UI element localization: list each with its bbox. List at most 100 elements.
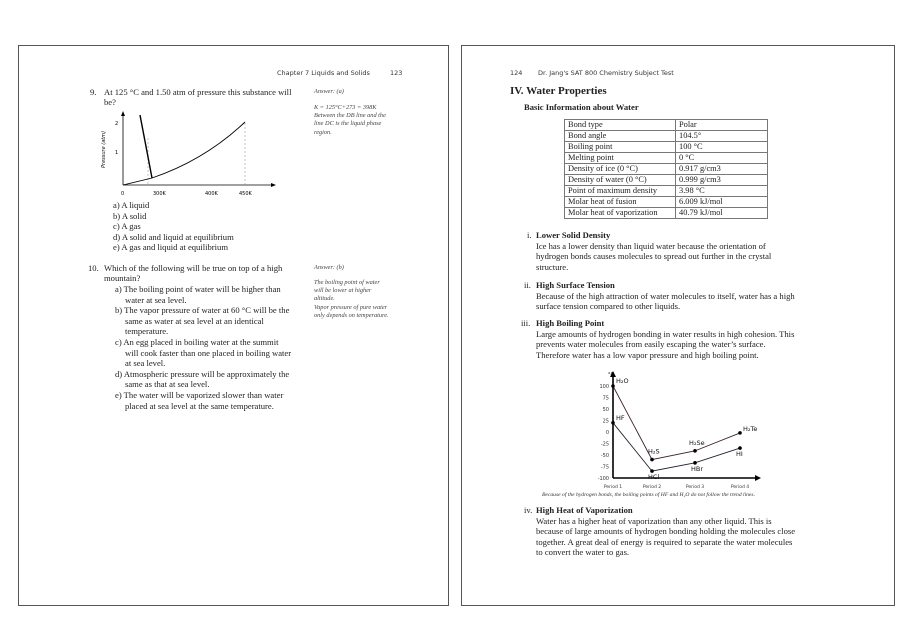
y-axis-label: °C: [608, 372, 615, 378]
table-row: Density of water (0 °C) 0.999 g/cm3: [564, 174, 768, 186]
y-tick-label: 25: [603, 419, 609, 425]
property-name: Density of ice (0 °C): [564, 163, 676, 175]
y-tick-label: 100: [599, 384, 609, 390]
property-name: Bond type: [564, 119, 676, 131]
section-text-line: structure.: [536, 261, 569, 272]
y-tick-label: -50: [601, 453, 609, 459]
option-continuation: at sea level.: [125, 358, 166, 369]
data-point: [650, 457, 654, 462]
right-page-number: 124: [510, 69, 523, 77]
water-properties-table: Bond type Polar Bond angle 104.5° Boiling po…: [564, 119, 768, 219]
x-axis-arrow: [271, 183, 276, 187]
option: e) A gas and liquid at equilibrium: [113, 242, 229, 253]
explanation-line: The boiling point of water: [314, 279, 380, 286]
q9-answer: Answer: (a): [314, 88, 344, 95]
boiling-point-chart: °C 100 75 50 25 0 -25 -50 -75 -100 Period 1 Period …: [598, 371, 761, 490]
q10-explanation: The boiling point of water will be lower…: [314, 279, 389, 320]
table-row: Boiling point 100 °C: [564, 141, 768, 153]
explanation-line: line DC is the liquid phase: [314, 120, 382, 128]
y-tick-label: 75: [603, 396, 609, 402]
x-tick-label: Period 4: [731, 484, 749, 490]
fusion-line: [139, 114, 153, 179]
ytick: 1: [115, 150, 118, 156]
property-value: 0 °C: [675, 152, 768, 164]
property-value: 0.917 g/cm3: [675, 163, 768, 175]
property-value: 0.999 g/cm3: [675, 174, 768, 186]
table-row: Molar heat of vaporization 40.79 kJ/mol: [564, 207, 768, 219]
data-label: HCl: [648, 473, 659, 481]
explanation-line: only depends on temperature.: [314, 311, 389, 319]
property-value: 104.5°: [675, 130, 768, 142]
section-title: IV. Water Properties: [510, 85, 607, 97]
q9-text-2: be?: [104, 97, 116, 107]
phase-ylabel: Pressure (atm): [101, 131, 107, 168]
q10-options: a) The boiling point of water will be hi…: [115, 284, 291, 411]
option: e) The water will be vaporized slower th…: [115, 389, 284, 400]
section-text-line: surface tension compared to other liquid…: [536, 301, 681, 312]
xtick: 0: [121, 191, 124, 197]
q9-options: a) A liquid b) A solid c) A gas d) A sol…: [113, 200, 234, 253]
property-name: Point of maximum density: [564, 185, 676, 197]
table-row: Melting point 0 °C: [564, 152, 768, 164]
xtick: 450K: [239, 191, 253, 197]
option-continuation: temperature.: [125, 326, 169, 337]
section-text-line: prevents water molecules from easily esc…: [536, 339, 766, 350]
explanation-line: K = 125°C+273 = 398K: [314, 104, 377, 111]
option-continuation: will cook faster than one placed in boil…: [125, 347, 292, 358]
option: c) An egg placed in boiling water at the…: [115, 336, 279, 347]
option-continuation: same as water at sea level at an identic…: [125, 315, 264, 326]
option: b) A solid: [113, 210, 147, 221]
explanation-line: region.: [314, 128, 332, 136]
property-value: 100 °C: [675, 141, 768, 153]
data-label: HI: [736, 450, 743, 458]
property-name: Melting point: [564, 152, 676, 164]
q10-text-1: Which of the following will be true on t…: [104, 263, 283, 273]
option: a) The boiling point of water will be hi…: [115, 284, 281, 294]
section-text-line: Water has a higher heat of vaporization …: [536, 515, 772, 526]
property-value: Polar: [675, 119, 768, 131]
y-tick-label: -75: [601, 465, 609, 471]
section-text-line: together. A great deal of energy is requ…: [536, 536, 793, 547]
table-row: Molar heat of fusion 6.009 kJ/mol: [564, 196, 768, 208]
option: d) A solid and liquid at equilibrium: [113, 231, 234, 242]
property-value: 40.79 kJ/mol: [675, 207, 768, 219]
data-point: [693, 461, 697, 465]
section-heading: High Surface Tension: [536, 280, 615, 290]
y-tick-label: -25: [601, 442, 609, 448]
section-text-line: Therefore water has a low vapor pressure…: [536, 349, 759, 360]
section-text-line: Large amounts of hydrogen bonding in wat…: [536, 328, 795, 339]
section-text-line: to convert the water to gas.: [536, 547, 630, 558]
option: b) The vapor pressure of water at 60 °C …: [115, 305, 290, 316]
section-heading: High Heat of Vaporization: [536, 505, 633, 515]
property-name: Molar heat of vaporization: [564, 207, 676, 219]
property-value: 3.98 °C: [675, 185, 768, 197]
section-heading: High Boiling Point: [536, 318, 605, 328]
y-axis-arrow: [610, 371, 616, 377]
property-name: Molar heat of fusion: [564, 196, 676, 208]
section-number: i.: [527, 230, 532, 240]
data-label: H₂S: [648, 448, 660, 456]
property-value: 6.009 kJ/mol: [675, 196, 768, 208]
section-number: iv.: [524, 505, 533, 515]
option-continuation: placed at sea level at the same temperat…: [125, 400, 274, 411]
section-text-line: Because of the high attraction of water …: [536, 290, 795, 301]
section-subtitle: Basic Information about Water: [524, 102, 639, 112]
section-text-line: because of large amounts of hydrogen bon…: [536, 526, 796, 537]
q9-text-1: At 125 °C and 1.50 atm of pressure this …: [104, 87, 292, 97]
data-point: [738, 446, 742, 450]
table-row: Bond type Polar: [564, 119, 768, 131]
left-header-chapter: Chapter 7 Liquids and Solids: [277, 69, 370, 77]
data-point: [650, 469, 654, 473]
table-row: Bond angle 104.5°: [564, 130, 768, 142]
property-name: Bond angle: [564, 130, 676, 142]
data-point: [611, 421, 615, 425]
section-number: ii.: [524, 280, 531, 290]
y-tick-label: 50: [603, 407, 609, 413]
q10-number: 10.: [88, 263, 99, 273]
data-label: H₂O: [616, 377, 629, 385]
section-text-line: Ice has a lower density than liquid wate…: [536, 240, 766, 251]
q10-text-2: mountain?: [104, 273, 141, 283]
ytick: 2: [115, 121, 118, 127]
series-line: [612, 422, 741, 472]
y-axis-arrow: [121, 111, 125, 116]
